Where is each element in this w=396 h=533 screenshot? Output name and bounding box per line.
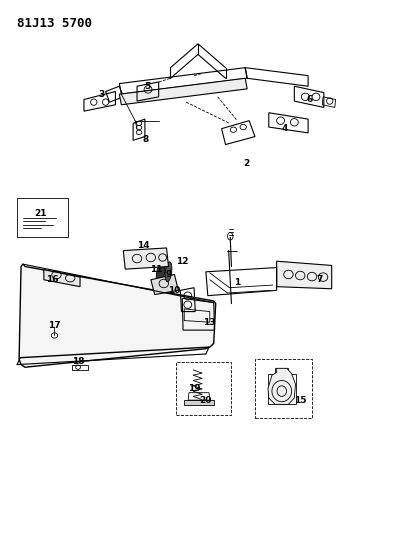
Text: 81J13 5700: 81J13 5700 bbox=[17, 17, 92, 30]
Text: 19: 19 bbox=[188, 384, 200, 393]
Text: 18: 18 bbox=[72, 358, 84, 367]
Text: 16: 16 bbox=[46, 275, 59, 284]
Polygon shape bbox=[151, 274, 178, 295]
Text: 3: 3 bbox=[99, 90, 105, 99]
Text: 20: 20 bbox=[200, 395, 212, 405]
Text: 13: 13 bbox=[203, 318, 215, 327]
Polygon shape bbox=[184, 400, 214, 406]
Text: 8: 8 bbox=[143, 135, 149, 144]
Text: 7: 7 bbox=[317, 275, 323, 284]
Polygon shape bbox=[119, 78, 247, 105]
Text: 1: 1 bbox=[234, 278, 240, 287]
Text: 12: 12 bbox=[176, 257, 188, 265]
Text: 4: 4 bbox=[281, 124, 288, 133]
Text: 6: 6 bbox=[307, 95, 313, 104]
Text: 17: 17 bbox=[48, 321, 61, 330]
Polygon shape bbox=[123, 248, 169, 269]
Text: 9: 9 bbox=[165, 270, 172, 279]
Text: 14: 14 bbox=[137, 241, 149, 250]
Text: 10: 10 bbox=[168, 286, 181, 295]
Text: 11: 11 bbox=[150, 265, 163, 273]
Polygon shape bbox=[19, 264, 216, 367]
Text: 15: 15 bbox=[294, 395, 307, 405]
Text: 5: 5 bbox=[144, 82, 150, 91]
Ellipse shape bbox=[156, 261, 165, 285]
Polygon shape bbox=[44, 270, 80, 287]
Polygon shape bbox=[277, 261, 332, 289]
Ellipse shape bbox=[165, 262, 172, 282]
Text: 21: 21 bbox=[34, 209, 47, 218]
Text: 2: 2 bbox=[243, 159, 249, 167]
Polygon shape bbox=[268, 368, 295, 405]
